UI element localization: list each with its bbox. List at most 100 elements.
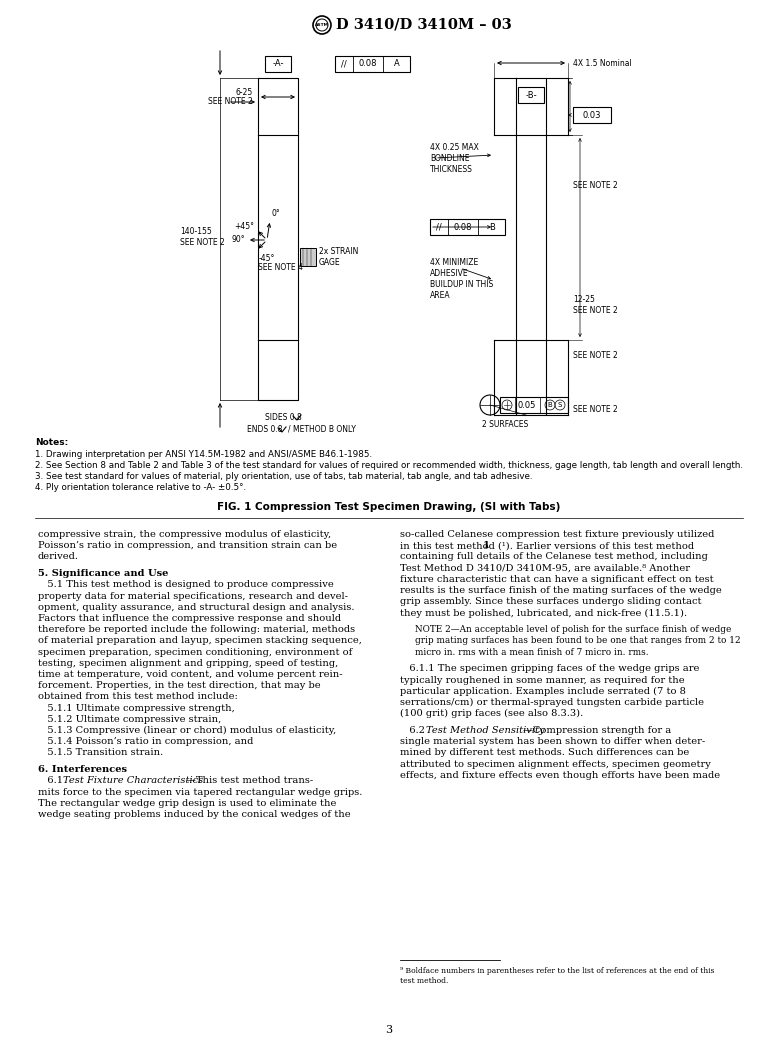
Text: 1. Drawing interpretation per ANSI Y14.5M-1982 and ANSI/ASME B46.1-1985.: 1. Drawing interpretation per ANSI Y14.5… xyxy=(35,450,372,459)
Text: mined by different test methods. Such differences can be: mined by different test methods. Such di… xyxy=(400,748,689,758)
Text: grip mating surfaces has been found to be one that ranges from 2 to 12: grip mating surfaces has been found to b… xyxy=(415,636,741,645)
Text: FIG. 1 Compression Test Specimen Drawing, (SI with Tabs): FIG. 1 Compression Test Specimen Drawing… xyxy=(217,502,561,512)
Text: -B-: -B- xyxy=(525,91,537,100)
Text: obtained from this test method include:: obtained from this test method include: xyxy=(38,692,238,702)
Text: 0.08: 0.08 xyxy=(359,59,377,69)
Text: Test Method Sensitivity: Test Method Sensitivity xyxy=(426,726,545,735)
Text: SIDES 0.8: SIDES 0.8 xyxy=(265,413,302,422)
Text: test method.: test method. xyxy=(400,977,448,985)
Text: 5.1.1 Ultimate compressive strength,: 5.1.1 Ultimate compressive strength, xyxy=(38,704,235,713)
Text: 2 SURFACES: 2 SURFACES xyxy=(482,420,528,429)
Text: 6. Interferences: 6. Interferences xyxy=(38,765,127,775)
Text: forcement. Properties, in the test direction, that may be: forcement. Properties, in the test direc… xyxy=(38,681,321,690)
Text: results is the surface finish of the mating surfaces of the wedge: results is the surface finish of the mat… xyxy=(400,586,722,595)
Text: single material system has been shown to differ when deter-: single material system has been shown to… xyxy=(400,737,705,746)
Text: ENDS 0.8: ENDS 0.8 xyxy=(247,425,282,434)
Text: ⁹ Boldface numbers in parentheses refer to the list of references at the end of : ⁹ Boldface numbers in parentheses refer … xyxy=(400,967,714,975)
Text: in this test method (¹). Earlier versions of this test method: in this test method (¹). Earlier version… xyxy=(400,541,694,551)
Text: Notes:: Notes: xyxy=(35,438,68,447)
Bar xyxy=(430,219,505,235)
Text: SEE NOTE 4: SEE NOTE 4 xyxy=(258,262,303,272)
Text: 4X MINIMIZE
ADHESIVE
BUILDUP IN THIS
AREA: 4X MINIMIZE ADHESIVE BUILDUP IN THIS ARE… xyxy=(430,258,493,300)
Text: ASTM: ASTM xyxy=(315,23,329,27)
Text: therefore be reported include the following: material, methods: therefore be reported include the follow… xyxy=(38,626,355,634)
Text: so-called Celanese compression test fixture previously utilized: so-called Celanese compression test fixt… xyxy=(400,530,714,539)
Text: D 3410/D 3410M – 03: D 3410/D 3410M – 03 xyxy=(336,18,512,32)
Text: particular application. Examples include serrated (7 to 8: particular application. Examples include… xyxy=(400,687,686,696)
Text: opment, quality assurance, and structural design and analysis.: opment, quality assurance, and structura… xyxy=(38,603,355,612)
Text: wedge seating problems induced by the conical wedges of the: wedge seating problems induced by the co… xyxy=(38,810,351,819)
Text: S: S xyxy=(558,402,562,408)
Text: 3. See test standard for values of material, ply orientation, use of tabs, tab m: 3. See test standard for values of mater… xyxy=(35,472,532,481)
Text: Factors that influence the compressive response and should: Factors that influence the compressive r… xyxy=(38,614,341,623)
Text: derived.: derived. xyxy=(38,553,79,561)
Text: 90°: 90° xyxy=(231,235,245,245)
Bar xyxy=(518,87,544,103)
Text: effects, and fixture effects even though efforts have been made: effects, and fixture effects even though… xyxy=(400,770,720,780)
Text: Poisson’s ratio in compression, and transition strain can be: Poisson’s ratio in compression, and tran… xyxy=(38,541,337,551)
Text: //: // xyxy=(436,223,442,231)
Text: 4. Ply orientation tolerance relative to -A- ±0.5°.: 4. Ply orientation tolerance relative to… xyxy=(35,483,246,492)
Text: 4X 1.5 Nominal: 4X 1.5 Nominal xyxy=(573,58,632,68)
Text: serrations/cm) or thermal-sprayed tungsten carbide particle: serrations/cm) or thermal-sprayed tungst… xyxy=(400,699,704,707)
Text: 5.1.5 Transition strain.: 5.1.5 Transition strain. xyxy=(38,748,163,758)
Text: 12-25
SEE NOTE 2: 12-25 SEE NOTE 2 xyxy=(573,295,618,315)
Text: 5. Significance and Use: 5. Significance and Use xyxy=(38,569,168,578)
Text: containing full details of the Celanese test method, including: containing full details of the Celanese … xyxy=(400,553,708,561)
Text: -A-: -A- xyxy=(272,59,284,69)
Text: fixture characteristic that can have a significant effect on test: fixture characteristic that can have a s… xyxy=(400,575,713,584)
Text: B: B xyxy=(489,223,495,231)
Text: 0.08: 0.08 xyxy=(454,223,472,231)
Text: 5.1.3 Compressive (linear or chord) modulus of elasticity,: 5.1.3 Compressive (linear or chord) modu… xyxy=(38,726,336,735)
Text: 0°: 0° xyxy=(272,209,281,218)
Bar xyxy=(300,248,316,266)
Text: 6.1.1 The specimen gripping faces of the wedge grips are: 6.1.1 The specimen gripping faces of the… xyxy=(400,664,699,674)
Text: / METHOD B ONLY: / METHOD B ONLY xyxy=(288,425,356,434)
Text: 6-25: 6-25 xyxy=(236,88,253,97)
Bar xyxy=(500,397,568,413)
Text: 0.05: 0.05 xyxy=(518,401,536,409)
Text: SEE NOTE 2: SEE NOTE 2 xyxy=(573,180,618,189)
Text: Test Fixture Characteristics: Test Fixture Characteristics xyxy=(63,777,203,785)
Text: 4X 0.25 MAX
BONDLINE
THICKNESS: 4X 0.25 MAX BONDLINE THICKNESS xyxy=(430,143,479,174)
Text: 140-155
SEE NOTE 2: 140-155 SEE NOTE 2 xyxy=(180,227,225,247)
Text: 5.1.4 Poisson’s ratio in compression, and: 5.1.4 Poisson’s ratio in compression, an… xyxy=(38,737,254,746)
Text: mits force to the specimen via tapered rectangular wedge grips.: mits force to the specimen via tapered r… xyxy=(38,788,363,796)
Text: 5.1 This test method is designed to produce compressive: 5.1 This test method is designed to prod… xyxy=(38,581,334,589)
Text: time at temperature, void content, and volume percent rein-: time at temperature, void content, and v… xyxy=(38,670,342,679)
Text: SEE NOTE 2: SEE NOTE 2 xyxy=(573,406,618,414)
Bar xyxy=(265,56,291,72)
Text: of material preparation and layup, specimen stacking sequence,: of material preparation and layup, speci… xyxy=(38,636,362,645)
Text: grip assembly. Since these surfaces undergo sliding contact: grip assembly. Since these surfaces unde… xyxy=(400,598,702,606)
Text: Test Method D 3410/D 3410M-95, are available.⁸ Another: Test Method D 3410/D 3410M-95, are avail… xyxy=(400,563,690,573)
Text: +45°: +45° xyxy=(234,223,254,231)
Text: 2. See Section 8 and Table 2 and Table 3 of the test standard for values of requ: 2. See Section 8 and Table 2 and Table 3… xyxy=(35,461,743,469)
Text: The rectangular wedge grip design is used to eliminate the: The rectangular wedge grip design is use… xyxy=(38,798,336,808)
Text: specimen preparation, specimen conditioning, environment of: specimen preparation, specimen condition… xyxy=(38,648,352,657)
Text: 6.2: 6.2 xyxy=(400,726,428,735)
Text: 6.1: 6.1 xyxy=(38,777,66,785)
Text: SEE NOTE 2: SEE NOTE 2 xyxy=(573,351,618,359)
Bar xyxy=(335,56,410,72)
Text: micro in. rms with a mean finish of 7 micro in. rms.: micro in. rms with a mean finish of 7 mi… xyxy=(415,648,649,657)
Text: compressive strain, the compressive modulus of elasticity,: compressive strain, the compressive modu… xyxy=(38,530,331,539)
Text: 5.1.2 Ultimate compressive strain,: 5.1.2 Ultimate compressive strain, xyxy=(38,715,221,723)
Text: 2x STRAIN
GAGE: 2x STRAIN GAGE xyxy=(319,247,359,268)
Text: property data for material specifications, research and devel-: property data for material specification… xyxy=(38,591,348,601)
Text: —This test method trans-: —This test method trans- xyxy=(186,777,314,785)
Text: SEE NOTE 2: SEE NOTE 2 xyxy=(209,97,253,106)
Bar xyxy=(573,107,611,123)
Text: //: // xyxy=(341,59,347,69)
Text: attributed to specimen alignment effects, specimen geometry: attributed to specimen alignment effects… xyxy=(400,760,711,768)
Text: typically roughened in some manner, as required for the: typically roughened in some manner, as r… xyxy=(400,676,685,685)
Text: (100 grit) grip faces (see also 8.3.3).: (100 grit) grip faces (see also 8.3.3). xyxy=(400,709,584,718)
Text: 3: 3 xyxy=(385,1025,393,1035)
Text: —Compression strength for a: —Compression strength for a xyxy=(523,726,671,735)
Text: they must be polished, lubricated, and nick-free (11.5.1).: they must be polished, lubricated, and n… xyxy=(400,608,687,617)
Text: 0.03: 0.03 xyxy=(583,110,601,120)
Text: testing, specimen alignment and gripping, speed of testing,: testing, specimen alignment and gripping… xyxy=(38,659,338,667)
Text: A: A xyxy=(394,59,400,69)
Text: NOTE 2—An acceptable level of polish for the surface finish of wedge: NOTE 2—An acceptable level of polish for… xyxy=(415,626,731,634)
Text: 1: 1 xyxy=(482,541,489,551)
Text: B: B xyxy=(548,402,552,408)
